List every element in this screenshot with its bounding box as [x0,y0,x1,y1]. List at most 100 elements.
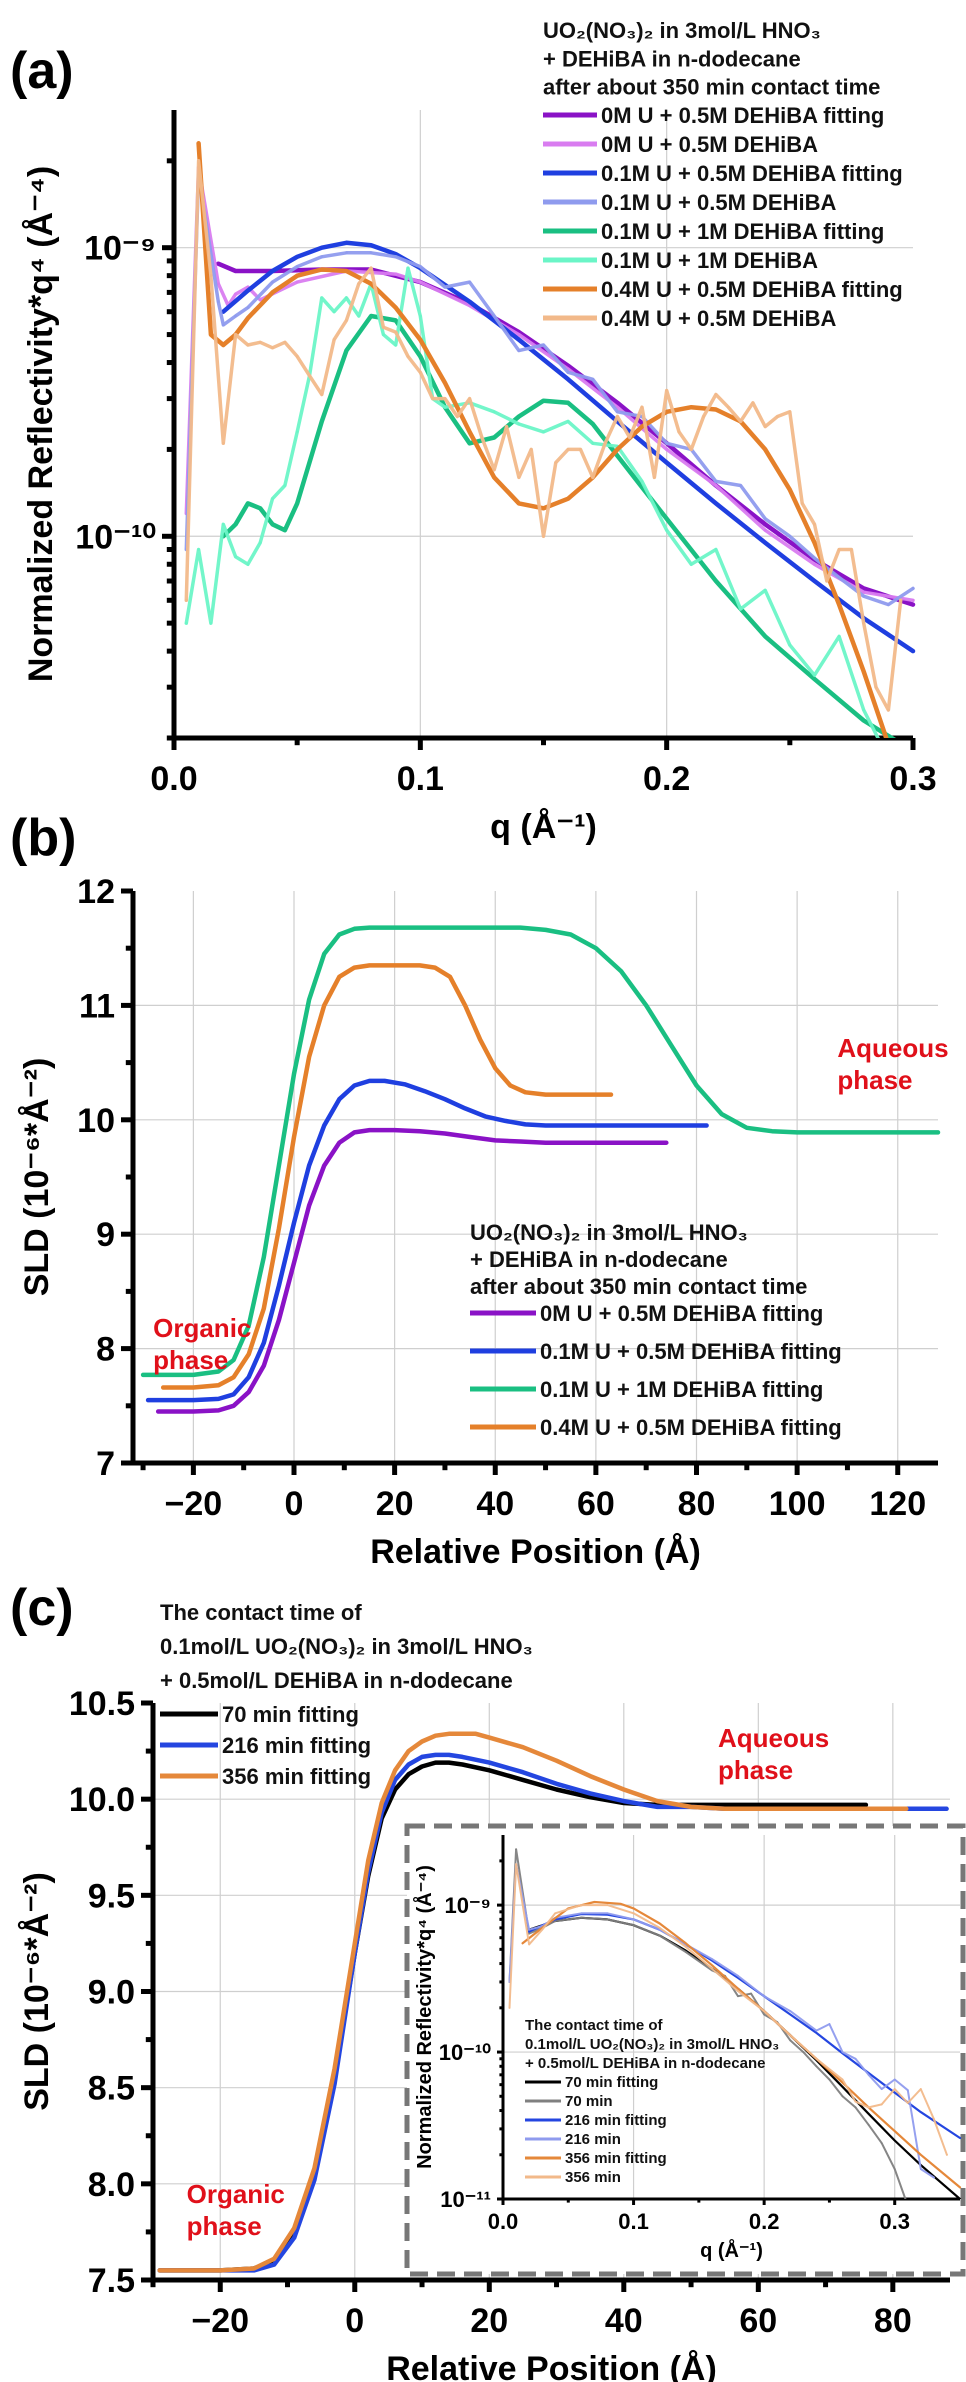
data-point [689,448,693,451]
data-point [431,397,435,400]
data-point [381,333,385,336]
x-tick-label: 0.0 [150,760,197,798]
legend-label-2: 0.1M U + 0.5M DEHiBA fitting [601,161,903,186]
panel-label: (a) [10,42,74,100]
data-point [665,528,669,532]
series-line-6 [196,141,889,738]
data-point [283,340,287,344]
data-point [862,708,866,712]
data-point [541,1928,544,1931]
x-axis-title: Relative Position (Å) [386,2350,717,2382]
series-line-2 [221,240,916,654]
data-point [528,1943,531,1946]
data-point [295,265,299,268]
x-tick-label: −20 [191,2302,249,2340]
data-point [517,475,521,479]
panel-c-inset: 0.0 0.1 0.2 0.3 10⁻⁹ 10⁻¹⁰ 10⁻¹¹ q (Å⁻¹) Normali… [412,1835,962,2262]
data-point [528,1932,531,1935]
data-point [854,2106,857,2109]
data-point [517,333,521,336]
legend-label-0: 70 min fitting [565,2074,658,2091]
data-point [308,374,311,378]
data-point [283,484,287,487]
data-point [616,415,619,418]
legend-title-line: + 0.5mol/L DEHiBA in n-dodecane [160,1668,513,1693]
data-point [443,397,447,400]
data-point [345,318,348,322]
x-tick-label: 0 [285,1485,304,1523]
data-point [606,1912,609,1915]
x-tick-label: 0.3 [889,760,936,798]
legend: UO₂(NO₃)₂ in 3mol/L HNO₃ + DEHiBA in n-do… [543,18,903,331]
legend-title-line: + DEHiBA in n-dodecane [543,46,801,71]
y-tick-label: 7.5 [88,2262,135,2300]
data-point [862,621,866,625]
data-point [246,343,250,347]
data-point [640,405,644,409]
data-point [580,1904,583,1907]
y-tick-label: 10⁻¹¹ [440,2187,491,2212]
data-point [652,475,656,479]
data-point [841,2051,844,2053]
x-tick-label: 20 [470,2302,508,2340]
data-point [677,430,681,434]
data-point [813,673,816,677]
y-tick-label: 8.0 [88,2166,135,2204]
series-group [140,925,941,1414]
data-point [684,1945,687,1948]
legend-label-5: 356 min [565,2169,621,2186]
data-point [221,522,225,526]
data-point [658,1934,661,1937]
x-tick-label: 20 [376,1485,414,1523]
data-point [234,555,237,559]
data-point [394,343,398,347]
data-point [665,448,669,451]
legend-label-0: 0M U + 0.5M DEHiBA fitting [601,103,884,128]
data-point [579,448,582,451]
data-point [566,420,570,423]
data-point [828,2078,831,2081]
data-point [665,389,669,392]
data-point [813,522,816,526]
data-point [919,2088,922,2090]
data-point [702,415,706,418]
data-point [517,422,521,426]
x-tick-label: 120 [869,1485,926,1523]
data-point [369,251,373,255]
panel-label: (c) [10,1579,74,1637]
data-point [554,1912,557,1915]
series-group [157,1731,949,2273]
data-point [867,2106,870,2109]
legend-label-2: 356 min fitting [222,1764,371,1789]
data-point [209,621,213,625]
data-point [184,598,188,602]
phase-annotation: phase [718,1755,793,1785]
data-point [739,484,742,487]
y-axis-title: Normalized Reflectivity*q⁴ (Å⁻⁴) [22,166,60,682]
data-point [665,441,669,445]
panel-c: −20 0 20 40 60 80 7.5 8.0 8.5 9.0 9.5 10.0 10.5 Relat… [10,1579,950,2382]
y-tick-label: 12 [77,873,115,911]
x-axis-title: q (Å⁻¹) [490,808,597,846]
x-tick-label: 40 [476,1485,514,1523]
series-group [508,1848,962,2199]
data-point [862,590,866,594]
data-point [739,420,742,423]
data-point [320,296,324,300]
x-tick-label: 0.0 [488,2209,519,2234]
series-line-2 [157,1731,909,2273]
legend-label-1: 216 min fitting [222,1733,371,1758]
y-tick-label: 10⁻¹⁰ [75,518,156,556]
data-point [825,579,829,583]
data-point [854,2100,857,2103]
data-point [234,314,237,318]
data-point [867,2123,870,2126]
data-point [332,338,336,342]
y-tick-label: 8.5 [88,2070,135,2108]
x-tick-label: 60 [739,2302,777,2340]
series-line-5 [184,266,880,738]
x-axis-title: Relative Position (Å) [370,1533,701,1571]
data-point [714,479,718,483]
y-tick-label: 10.5 [69,1685,135,1723]
